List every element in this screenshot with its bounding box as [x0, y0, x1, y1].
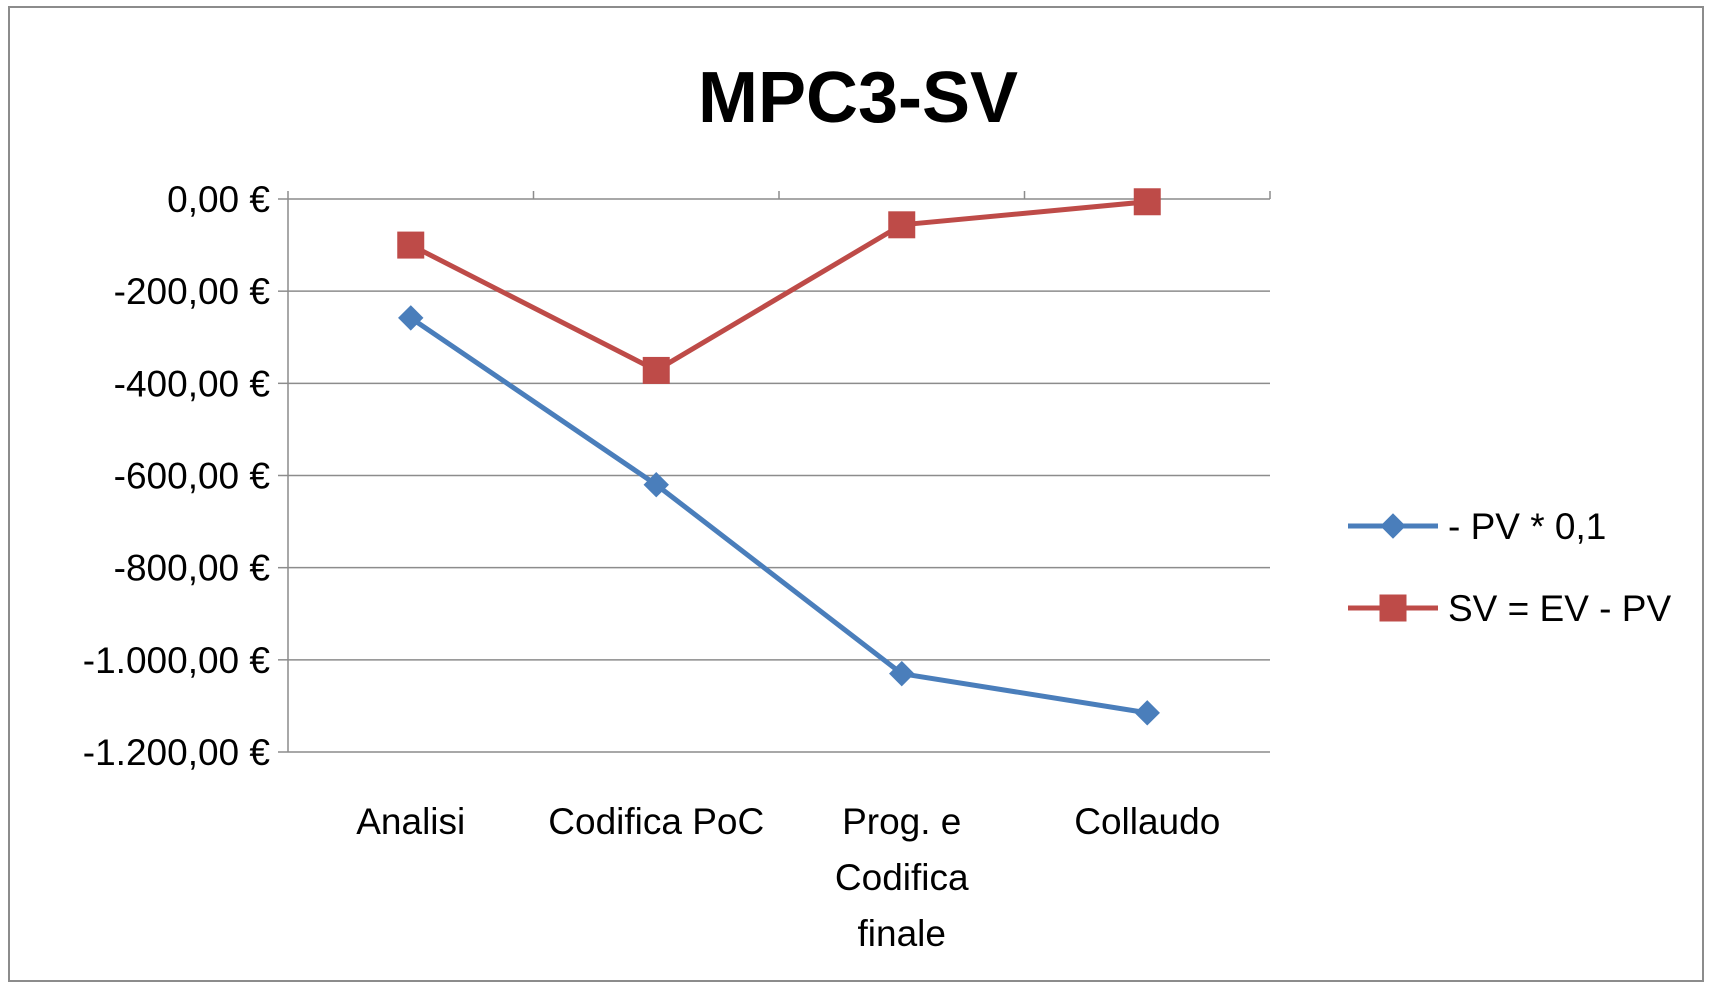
y-tick-label: 0,00 € [167, 179, 270, 220]
y-tick-label: -200,00 € [114, 271, 271, 312]
x-category-label: Prog. e Codifica finale [835, 801, 969, 954]
legend-diamond-marker [1380, 513, 1406, 539]
y-tick-label: -1.200,00 € [83, 732, 271, 773]
legend-label: SV = EV - PV [1448, 588, 1671, 629]
axes [278, 191, 1271, 753]
x-category-label: Analisi [356, 801, 465, 842]
x-category-label: Codifica PoC [548, 801, 764, 842]
legend-label: - PV * 0,1 [1448, 506, 1606, 547]
data-point [1133, 188, 1161, 216]
series-line [409, 199, 1148, 373]
data-point [398, 305, 424, 331]
legend: - PV * 0,1 SV = EV - PV [1348, 506, 1671, 629]
legend-item: SV = EV - PV [1348, 588, 1671, 629]
gridlines [288, 198, 1270, 753]
y-tick-label: -800,00 € [114, 548, 271, 589]
data-point [888, 211, 916, 239]
data-point [397, 231, 425, 259]
series-line [409, 315, 1148, 716]
y-tick-label: -600,00 € [114, 456, 271, 497]
y-axis-tick-labels: 0,00 € -200,00 € -400,00 € -600,00 € -800,00… [83, 179, 271, 773]
series-1 [398, 305, 1160, 726]
data-point [889, 660, 915, 687]
data-point [642, 356, 670, 384]
series [397, 188, 1161, 726]
chart-frame: MPC3-SV 0,00 € -200,00 € -400,00 € -600,00 … [8, 6, 1704, 982]
series-2 [397, 188, 1161, 384]
legend-square-marker [1379, 594, 1407, 622]
chart-svg: MPC3-SV 0,00 € -200,00 € -400,00 € -600,00 … [83, 58, 1672, 954]
x-category-label: Collaudo [1074, 801, 1220, 842]
data-point [1134, 700, 1160, 726]
data-point [643, 472, 669, 498]
legend-item: - PV * 0,1 [1348, 506, 1606, 547]
x-axis-category-labels: Analisi Codifica PoC Prog. e Codifica finale… [356, 801, 1220, 954]
y-tick-label: -1.000,00 € [83, 640, 271, 681]
y-tick-label: -400,00 € [114, 363, 271, 404]
chart-title: MPC3-SV [698, 58, 1018, 138]
